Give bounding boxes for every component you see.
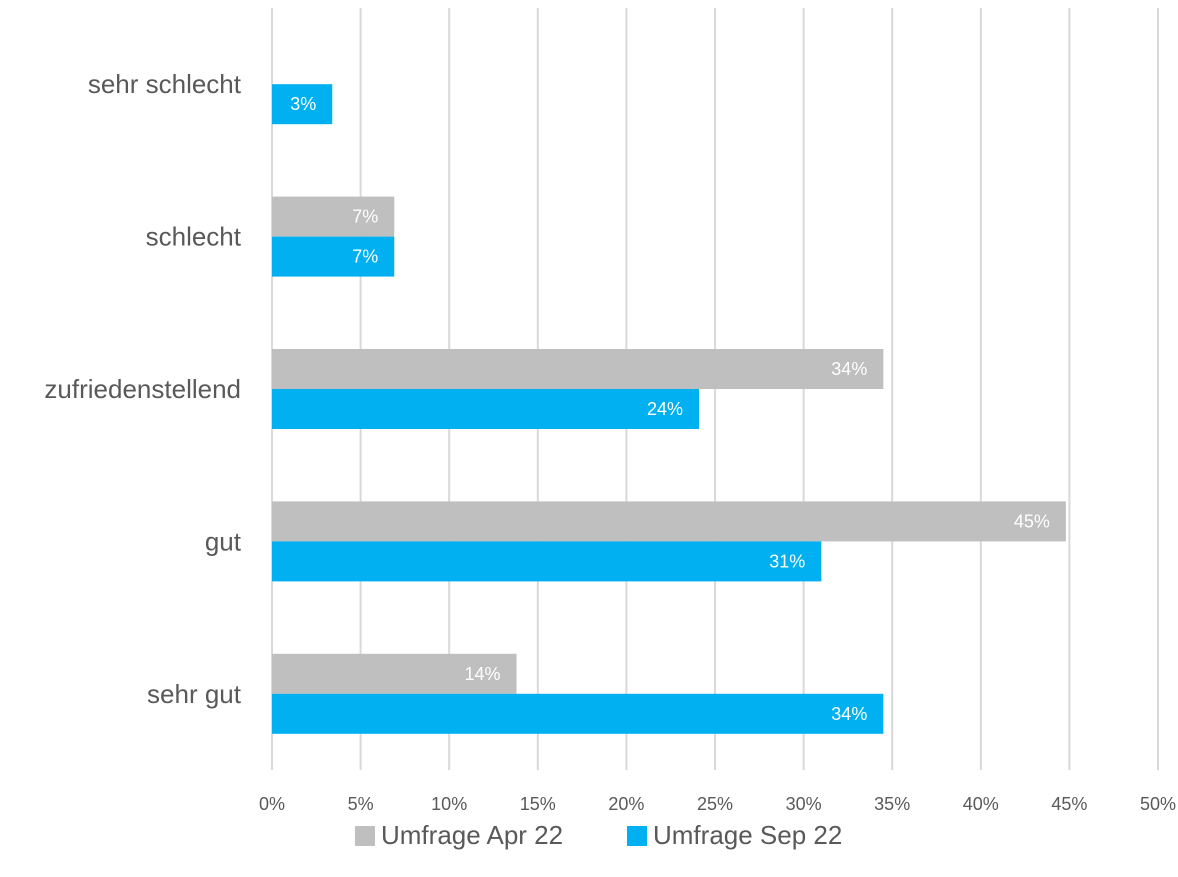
legend-label: Umfrage Sep 22 (653, 820, 842, 850)
legend: Umfrage Apr 22 Umfrage Sep 22 (355, 820, 842, 850)
x-tick-label: 5% (348, 794, 374, 814)
data-label: 7% (352, 247, 378, 267)
legend-swatch (627, 826, 647, 846)
x-tick-label: 50% (1140, 794, 1176, 814)
x-tick-label: 10% (431, 794, 467, 814)
bars (272, 84, 1066, 734)
bar-sep (272, 389, 700, 429)
x-axis-ticks: 0% 5% 10% 15% 20% 25% 30% 35% 40% 45% 50% (259, 794, 1176, 814)
bar-apr (272, 349, 884, 389)
data-labels: 3% 7% 7% 34% 24% 45% 31% 14% 34% (290, 94, 1050, 724)
category-label: zufriedenstellend (44, 374, 241, 404)
data-label: 34% (831, 359, 867, 379)
bar-sep (272, 541, 822, 582)
data-label: 34% (831, 704, 867, 724)
legend-swatch (355, 826, 375, 846)
x-tick-label: 40% (963, 794, 999, 814)
data-label: 31% (769, 551, 805, 571)
data-label: 7% (352, 207, 378, 227)
data-label: 45% (1014, 511, 1050, 531)
category-label: schlecht (146, 222, 242, 252)
x-tick-label: 15% (520, 794, 556, 814)
category-label: sehr gut (147, 679, 242, 709)
x-tick-label: 0% (259, 794, 285, 814)
data-label: 24% (647, 399, 683, 419)
legend-label: Umfrage Apr 22 (381, 820, 563, 850)
category-label: sehr schlecht (88, 69, 242, 99)
x-tick-label: 25% (697, 794, 733, 814)
category-labels: sehr schlecht schlecht zufriedenstellend gu… (44, 69, 241, 709)
x-tick-label: 30% (786, 794, 822, 814)
data-label: 14% (465, 664, 501, 684)
data-label: 3% (290, 94, 316, 114)
bar-sep (272, 693, 884, 734)
x-tick-label: 35% (874, 794, 910, 814)
x-tick-label: 20% (608, 794, 644, 814)
bar-sep (272, 236, 395, 277)
bar-apr (272, 196, 395, 237)
bar-apr (272, 501, 1066, 542)
bar-apr (272, 653, 517, 694)
category-label: gut (205, 526, 242, 556)
x-tick-label: 45% (1051, 794, 1087, 814)
bar-sep (272, 84, 333, 125)
